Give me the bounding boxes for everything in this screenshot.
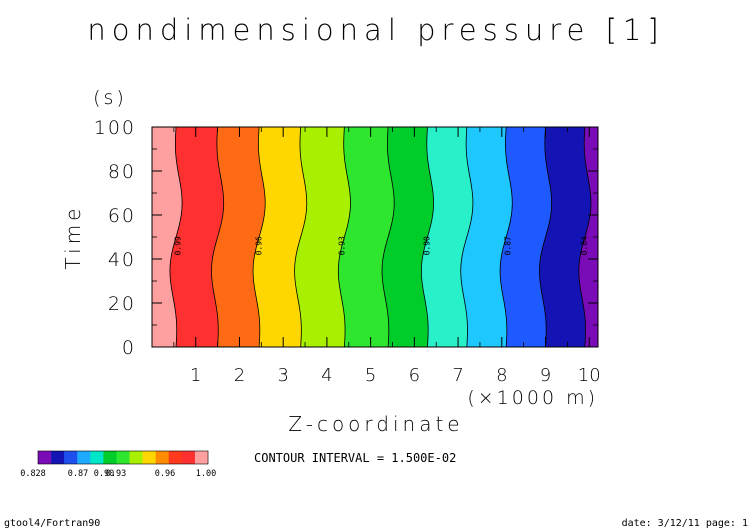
contour-line xyxy=(578,126,592,348)
chart-title: nondimensional pressure [1] xyxy=(87,13,664,47)
x-tick-label: 1 xyxy=(190,365,201,386)
x-ticks: 1 2 3 4 5 6 7 8 9 10 xyxy=(173,127,601,386)
x-unit: (×1000 m) xyxy=(467,387,598,409)
colorbar-tick-label: 0.87 xyxy=(68,469,88,479)
y-tick-label: 0 xyxy=(122,337,136,359)
colorbar-tick-label: 0.93 xyxy=(106,469,126,479)
colorbar-swatch xyxy=(77,451,91,464)
x-tick-label: 3 xyxy=(277,365,288,386)
colorbar-tick-label: 1.00 xyxy=(196,469,216,479)
colorbar-swatch xyxy=(90,451,104,464)
colorbar-tick-label: 0.96 xyxy=(155,469,175,479)
contour-line xyxy=(460,126,474,348)
colorbar-tick-label: 0.90 xyxy=(94,469,114,479)
contour-label: 0.84 xyxy=(580,236,589,255)
contour-line xyxy=(539,126,553,348)
contour-label: 0.87 xyxy=(504,236,513,255)
contour-lines xyxy=(169,126,592,348)
colorbar-swatch xyxy=(103,451,117,464)
contour-band xyxy=(337,126,395,348)
y-tick-label: 40 xyxy=(108,249,136,271)
contour-label: 0.96 xyxy=(254,236,263,255)
colorbar: 0.828 0.87 0.900.93 0.96 1.00 xyxy=(20,450,216,479)
contour-line xyxy=(211,126,225,348)
contour-label: 0.90 xyxy=(423,236,432,255)
contour-line xyxy=(381,126,395,348)
y-tick-label: 60 xyxy=(108,205,136,227)
y-tick-label: 100 xyxy=(94,117,136,139)
x-tick-label: 4 xyxy=(321,365,332,386)
x-tick-label: 9 xyxy=(540,365,551,386)
footer-right: date: 3/12/11 page: 1 xyxy=(622,518,748,529)
y-ticks: 0 20 40 60 80 100 xyxy=(94,117,598,359)
x-tick-label: 8 xyxy=(496,365,507,386)
x-tick-label: 7 xyxy=(452,365,463,386)
colorbar-swatch xyxy=(116,451,130,464)
contour-line xyxy=(294,126,308,348)
x-axis-label: Z-coordinate xyxy=(288,412,463,436)
colorbar-swatch xyxy=(129,451,143,464)
contour-bands xyxy=(151,126,599,348)
colorbar-frame xyxy=(37,450,209,465)
contour-line xyxy=(499,126,513,348)
footer-left: gtool4/Fortran90 xyxy=(4,518,100,529)
x-tick-label: 10 xyxy=(578,365,601,386)
y-unit: (s) xyxy=(93,87,127,109)
x-tick-label: 2 xyxy=(234,365,245,386)
colorbar-swatch xyxy=(194,451,209,464)
colorbar-swatch xyxy=(51,451,65,464)
contour-line xyxy=(337,126,351,348)
contour-label: 0.99 xyxy=(173,236,182,255)
y-tick-label: 80 xyxy=(108,161,136,183)
x-tick-label: 6 xyxy=(409,365,420,386)
contour-label: 0.93 xyxy=(337,236,346,255)
colorbar-swatch xyxy=(142,451,156,464)
colorbar-swatch xyxy=(168,451,183,464)
y-tick-label: 20 xyxy=(108,293,136,315)
colorbar-tick-label: 0.828 xyxy=(20,469,46,479)
contour-line xyxy=(420,126,434,348)
y-axis-label: Time xyxy=(61,205,85,270)
contour-line xyxy=(252,126,266,348)
contour-line xyxy=(169,126,183,348)
x-tick-label: 5 xyxy=(365,365,376,386)
colorbar-swatch xyxy=(181,451,196,464)
contour-labels: 0.99 0.96 0.93 0.90 0.87 0.84 xyxy=(173,236,589,255)
contour-interval: CONTOUR INTERVAL = 1.500E-02 xyxy=(254,451,456,465)
colorbar-swatch xyxy=(38,451,52,464)
colorbar-swatch xyxy=(155,451,170,464)
colorbar-swatch xyxy=(64,451,78,464)
